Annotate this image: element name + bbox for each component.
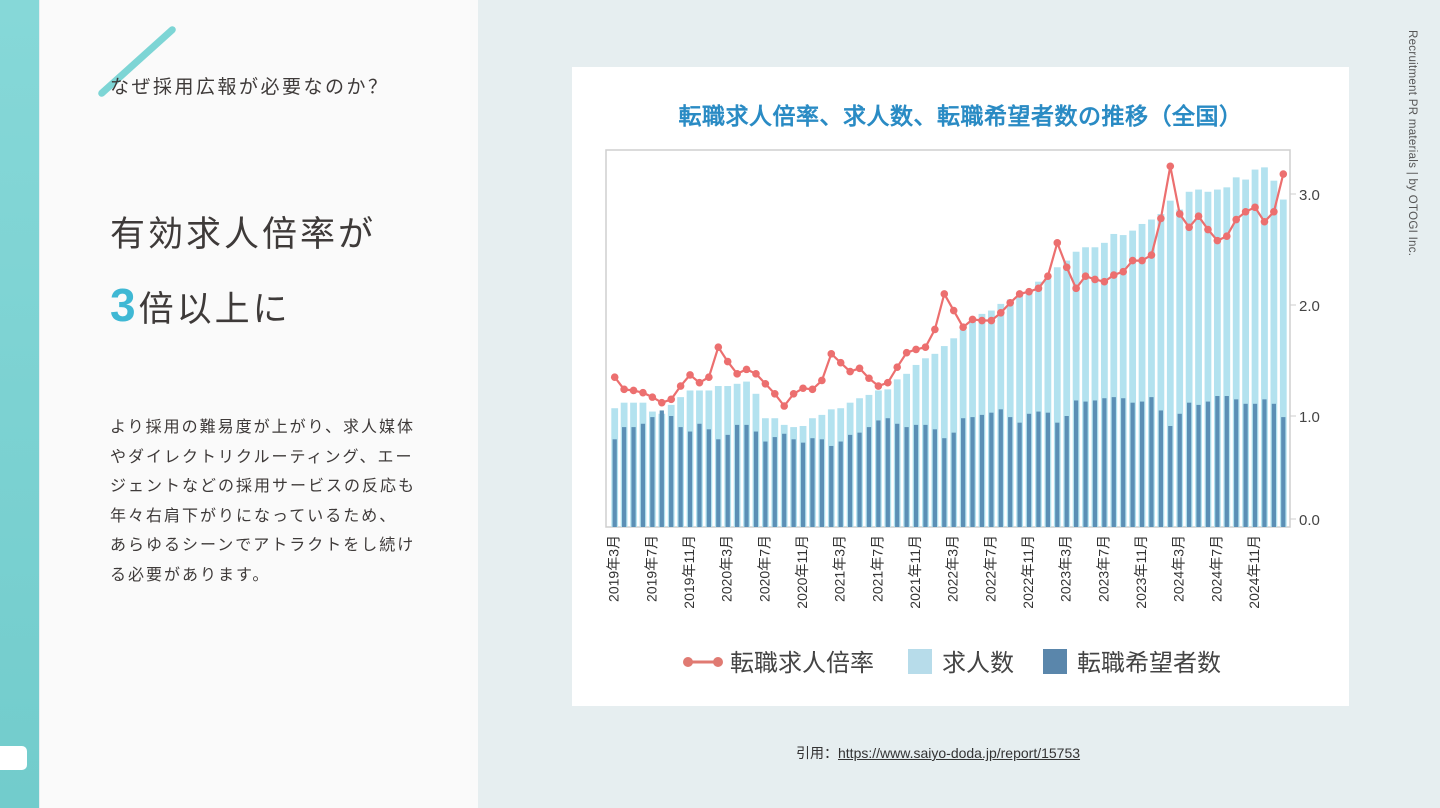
citation: 引用：https://www.saiyo-doda.jp/report/1575… [796, 743, 1080, 763]
citation-prefix: 引用： [796, 745, 838, 761]
section-question: なぜ採用広報が必要なのか？ [110, 76, 390, 98]
chart-card: 転職求人倍率、求人数、転職希望者数の推移（全国） [572, 67, 1349, 706]
side-label: Recruitment PR materials | by OTOGI Inc. [1406, 30, 1418, 257]
body-paragraph: より採用の難易度が上がり、求人媒体 やダイレクトリクルーティング、エー ジェント… [110, 412, 450, 589]
headline-line1: 有効求人倍率が [110, 215, 377, 255]
headline: 有効求人倍率が 3倍以上に [110, 200, 376, 345]
citation-link[interactable]: https://www.saiyo-doda.jp/report/15753 [838, 745, 1081, 761]
body-line: ジェントなどの採用サービスの反応も [110, 476, 417, 495]
body-line: やダイレクトリクルーティング、エー [110, 446, 414, 466]
chart-title: 転職求人倍率、求人数、転職希望者数の推移（全国） [678, 104, 1243, 130]
body-line: より採用の難易度が上がり、求人媒体 [110, 417, 416, 436]
left-panel [40, 0, 478, 808]
body-line: る必要があります。 [110, 564, 271, 584]
page-tab-button[interactable] [0, 746, 27, 770]
headline-number: 3 [110, 279, 139, 331]
headline-line2: 3倍以上に [110, 270, 376, 345]
accent-strip [0, 0, 39, 808]
headline-line2-text: 倍以上に [138, 290, 291, 330]
body-line: あらゆるシーンでアトラクトをし続け [110, 535, 416, 554]
body-line: 年々右肩下がりになっているため、 [110, 505, 398, 525]
